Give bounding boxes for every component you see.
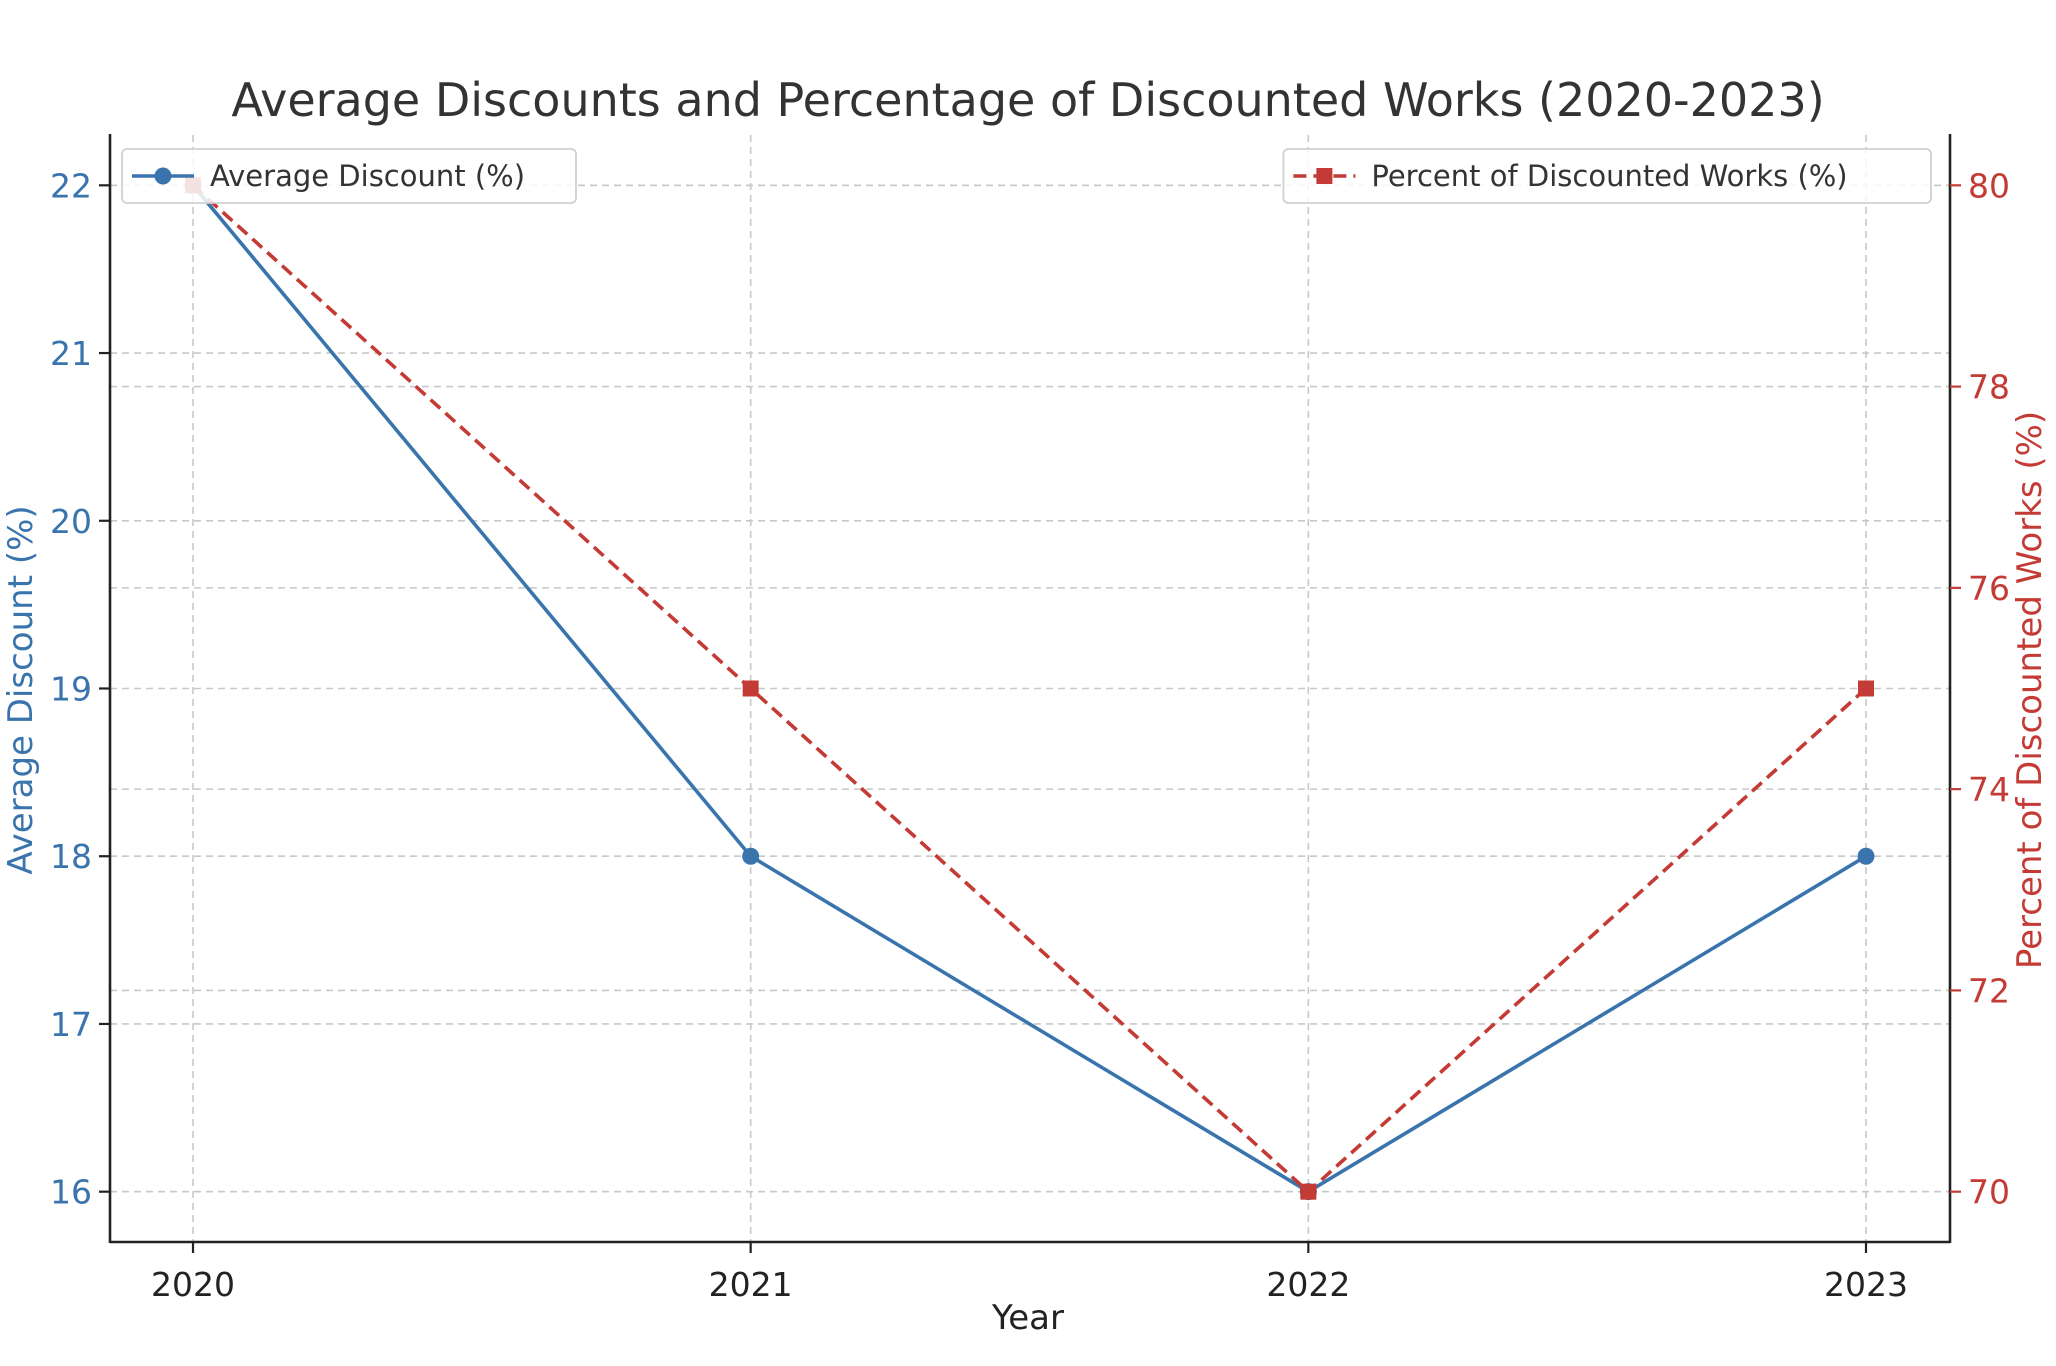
right-axis-label: Percent of Discounted Works (%) [2010, 411, 2050, 969]
right-tick-label: 74 [1968, 770, 2010, 809]
chart-title: Average Discounts and Percentage of Disc… [231, 73, 1824, 127]
right-tick-label: 70 [1968, 1173, 2010, 1212]
left-axis-label: Average Discount (%) [1, 505, 41, 874]
right-tick-label: 72 [1968, 971, 2010, 1010]
legend-marker [1316, 168, 1333, 184]
legend-marker [154, 167, 172, 185]
legend-frame [121, 148, 577, 204]
series-layer [184, 176, 1875, 1201]
data-point-2 [1858, 680, 1874, 697]
right-axis-ticks: 70 72 74 76 78 80 [1950, 166, 2010, 1212]
left-tick-label: 16 [50, 1173, 92, 1212]
right-tick-label: 78 [1968, 368, 2010, 407]
legend-average-discount: Average Discount (%) [121, 148, 577, 204]
left-tick-label: 20 [50, 502, 92, 541]
data-point-1 [1857, 847, 1875, 865]
x-axis-ticks: 2020 2021 2022 2023 [151, 1242, 1908, 1304]
legend-label: Average Discount (%) [210, 159, 525, 193]
legend-frame [1282, 148, 1932, 204]
left-tick-label: 17 [50, 1005, 92, 1044]
x-axis-label: Year [991, 1298, 1064, 1338]
left-axis-ticks: 16 17 18 19 20 21 22 [50, 166, 110, 1212]
left-tick-label: 22 [50, 166, 92, 205]
legend-label: Percent of Discounted Works (%) [1371, 159, 1847, 193]
x-tick-label: 2022 [1266, 1265, 1350, 1304]
series-line-1 [191, 184, 1867, 1194]
series-line-2 [191, 183, 1868, 1194]
x-tick-label: 2023 [1824, 1265, 1908, 1304]
x-tick-label: 2021 [709, 1265, 793, 1304]
grid-lines [110, 135, 1950, 1242]
left-tick-label: 19 [50, 670, 92, 709]
legend-percent-discounted-works: Percent of Discounted Works (%) [1282, 148, 1932, 204]
data-point-2 [1300, 1183, 1317, 1200]
right-tick-label: 80 [1968, 166, 2010, 205]
x-tick-label: 2020 [151, 1265, 235, 1304]
right-tick-label: 76 [1968, 569, 2010, 608]
left-tick-label: 18 [50, 837, 92, 876]
data-point-1 [742, 847, 760, 865]
data-point-2 [742, 680, 759, 697]
left-tick-label: 21 [50, 334, 92, 373]
